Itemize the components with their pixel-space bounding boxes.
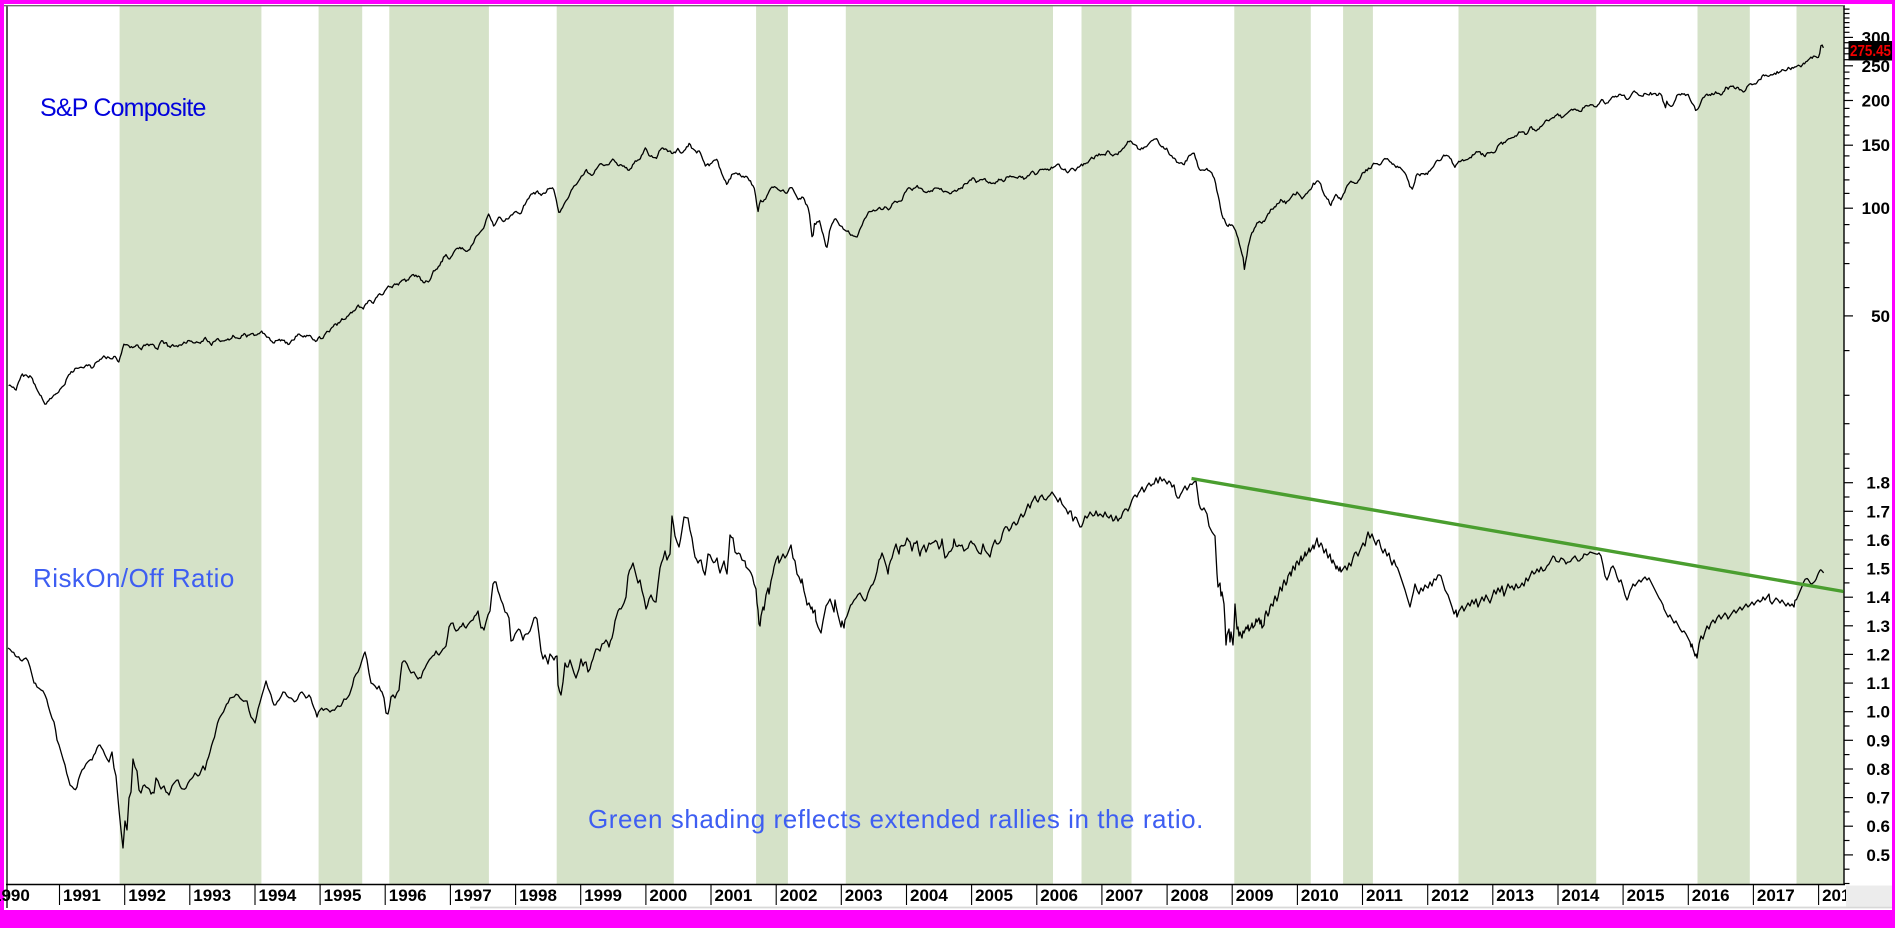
svg-text:0.7: 0.7	[1866, 789, 1890, 808]
svg-text:2011: 2011	[1366, 886, 1403, 905]
svg-text:1991: 1991	[63, 886, 101, 905]
svg-text:1.3: 1.3	[1866, 617, 1890, 636]
svg-text:1.6: 1.6	[1866, 531, 1890, 550]
svg-text:150: 150	[1862, 136, 1890, 155]
svg-text:1.1: 1.1	[1866, 674, 1890, 693]
svg-text:1.5: 1.5	[1866, 560, 1890, 579]
svg-text:2000: 2000	[649, 886, 687, 905]
svg-text:1995: 1995	[324, 886, 362, 905]
svg-text:2015: 2015	[1627, 886, 1665, 905]
svg-text:2010: 2010	[1301, 886, 1339, 905]
svg-text:2002: 2002	[780, 886, 818, 905]
svg-text:2013: 2013	[1496, 886, 1534, 905]
svg-text:1.2: 1.2	[1866, 645, 1890, 664]
svg-text:2001: 2001	[715, 886, 753, 905]
svg-text:RiskOn/Off Ratio: RiskOn/Off Ratio	[33, 563, 235, 593]
svg-text:1.4: 1.4	[1866, 588, 1890, 607]
svg-text:2014: 2014	[1562, 886, 1600, 905]
svg-text:50: 50	[1871, 307, 1890, 326]
svg-text:1992: 1992	[128, 886, 166, 905]
svg-text:1996: 1996	[389, 886, 427, 905]
svg-text:1997: 1997	[454, 886, 492, 905]
svg-text:2016: 2016	[1692, 886, 1730, 905]
svg-text:Green shading reflects extende: Green shading reflects extended rallies …	[588, 804, 1204, 834]
svg-text:2012: 2012	[1431, 886, 1469, 905]
svg-text:S&P Composite: S&P Composite	[40, 94, 206, 122]
svg-text:2004: 2004	[910, 886, 948, 905]
svg-text:2007: 2007	[1105, 886, 1143, 905]
svg-text:2008: 2008	[1171, 886, 1209, 905]
svg-text:1.7: 1.7	[1866, 502, 1890, 521]
svg-text:0.8: 0.8	[1866, 760, 1890, 779]
svg-text:2017: 2017	[1757, 886, 1795, 905]
svg-text:1990: 1990	[0, 886, 30, 905]
svg-text:2009: 2009	[1236, 886, 1274, 905]
svg-text:1994: 1994	[259, 886, 297, 905]
svg-text:1999: 1999	[584, 886, 622, 905]
svg-text:1998: 1998	[519, 886, 557, 905]
svg-text:2005: 2005	[975, 886, 1013, 905]
svg-text:1993: 1993	[193, 886, 231, 905]
svg-text:250: 250	[1862, 57, 1890, 76]
svg-text:100: 100	[1862, 199, 1890, 218]
svg-text:200: 200	[1862, 92, 1890, 111]
svg-text:0.9: 0.9	[1866, 731, 1890, 750]
svg-text:0.5: 0.5	[1866, 846, 1890, 865]
svg-text:1.8: 1.8	[1866, 474, 1890, 493]
svg-text:2003: 2003	[845, 886, 883, 905]
svg-text:2006: 2006	[1040, 886, 1078, 905]
svg-text:0.6: 0.6	[1866, 817, 1890, 836]
svg-text:275.45: 275.45	[1850, 43, 1891, 60]
svg-text:1.0: 1.0	[1866, 703, 1890, 722]
